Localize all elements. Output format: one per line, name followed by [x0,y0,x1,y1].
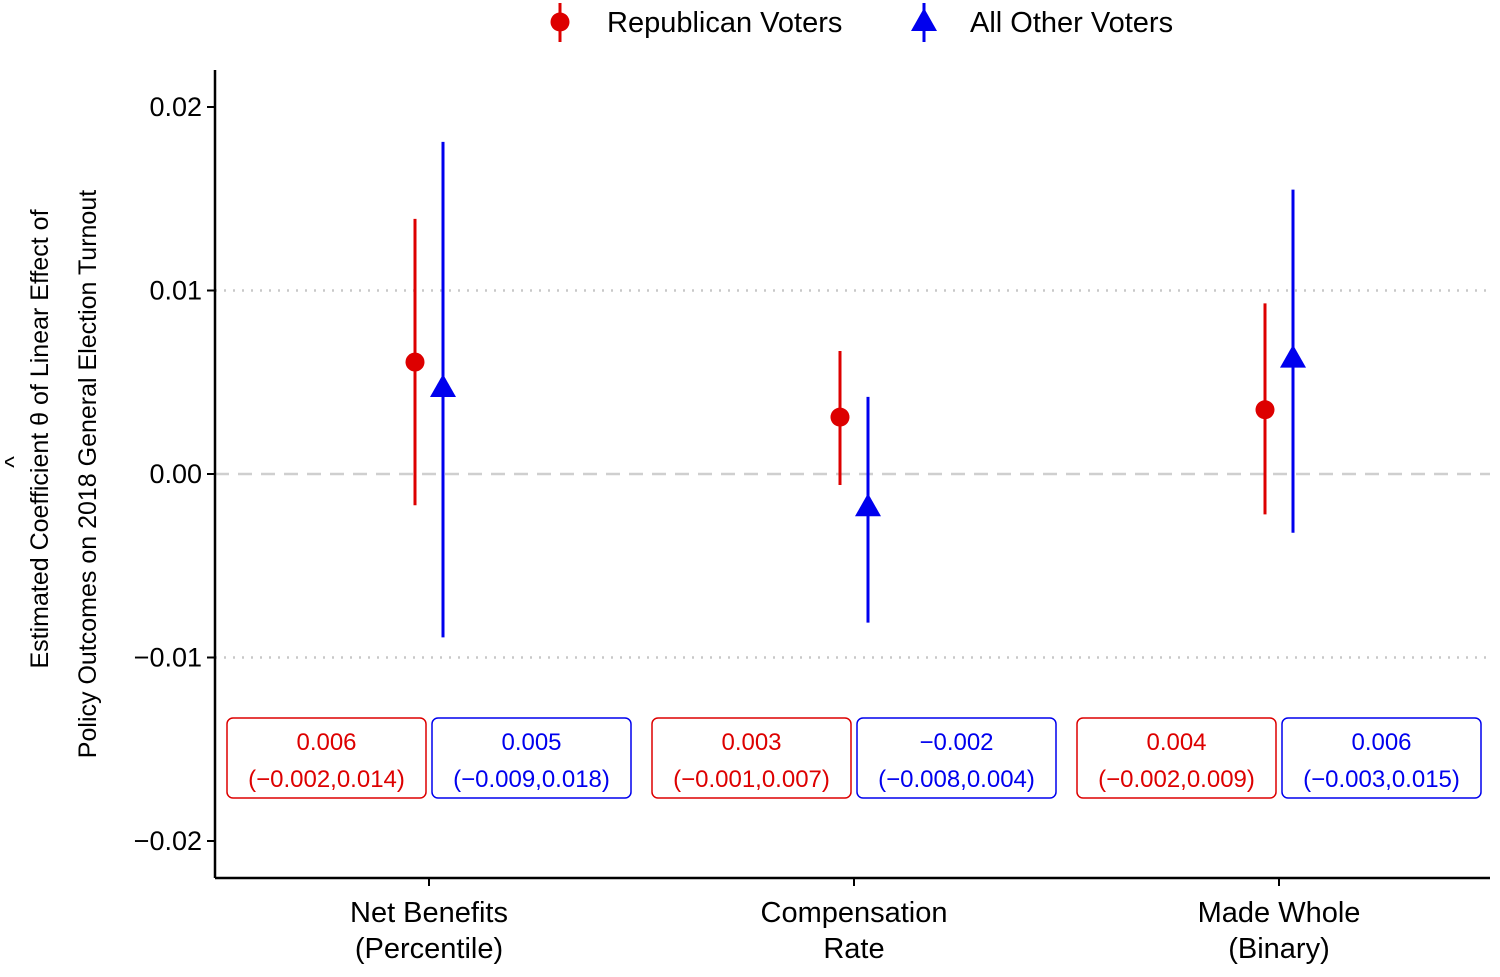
estimate-box [651,717,852,799]
confidence-interval-label: (−0.003,0.015) [1303,766,1460,793]
y-tick-label: 0.00 [149,459,202,489]
estimate-value-label: −0.002 [919,729,993,756]
confidence-interval-label: (−0.009,0.018) [453,766,610,793]
y-axis-label-line1: Estimated Coefficient θ of Linear Effect… [26,209,54,668]
point-estimate [830,407,850,427]
gridlines [215,289,1490,659]
estimate-value-label: 0.003 [721,729,781,756]
x-tick-label-line2: (Binary) [1228,933,1330,965]
legend-label: Republican Voters [607,7,842,39]
confidence-interval-label: (−0.002,0.014) [248,766,405,793]
x-tick-label-line1: Compensation [761,897,948,929]
estimate-value-label: 0.006 [296,729,356,756]
y-tick-label: 0.02 [149,92,202,122]
x-tick-label-line1: Net Benefits [350,897,508,929]
estimate-box [1281,717,1482,799]
estimate-boxes: 0.006 (−0.002,0.014) 0.005 (−0.009,0.018) 0.… [226,717,1482,799]
legend-label: All Other Voters [970,7,1173,39]
y-axis-label-line2: Policy Outcomes on 2018 General Election… [74,190,102,758]
point-estimate [430,374,456,397]
confidence-interval-label: (−0.008,0.004) [878,766,1035,793]
estimate-box [1076,717,1277,799]
point-estimate [405,352,425,372]
estimate-value-label: 0.005 [501,729,561,756]
legend-triangle-marker [911,8,937,31]
estimate-value-label: 0.004 [1146,729,1206,756]
estimate-box [856,717,1057,799]
x-tick-label-line2: (Percentile) [355,933,503,965]
point-estimate [1280,344,1306,368]
y-tick-label: −0.01 [134,643,202,673]
legend: Republican Voters All Other Voters [550,3,1173,42]
y-tick-label: −0.02 [134,826,202,856]
point-estimate [855,493,881,517]
estimate-value-label: 0.006 [1351,729,1411,756]
legend-circle-marker [550,12,570,32]
x-tick-label-line1: Made Whole [1198,897,1361,929]
axes: 0.02 0.01 0.00 −0.01 −0.02 Net Benefits (Perce… [134,70,1490,965]
theta-hat-accent: ^ [0,456,28,468]
x-tick-label-line2: Rate [823,933,884,965]
estimate-box [431,717,632,799]
confidence-interval-label: (−0.001,0.007) [673,766,830,793]
estimate-box [226,717,427,799]
data-marks [405,141,1306,638]
confidence-interval-label: (−0.002,0.009) [1098,766,1255,793]
y-axis-label: Estimated Coefficient θ of Linear Effect… [0,190,102,758]
point-estimate [1255,400,1275,420]
y-tick-label: 0.01 [149,276,202,306]
